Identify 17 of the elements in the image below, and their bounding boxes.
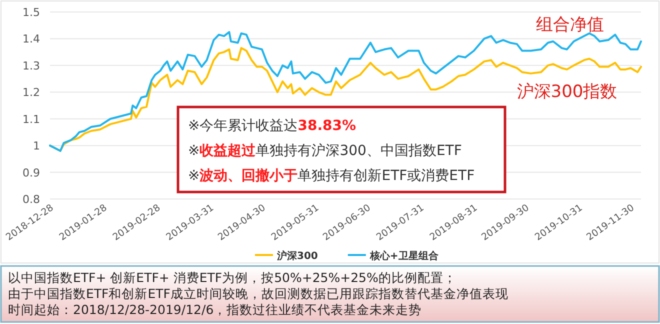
legend-label: 沪深300 [276, 250, 318, 262]
legend-label: 核心+卫星组合 [368, 250, 440, 262]
y-tick-label: 0.9 [22, 166, 40, 180]
y-tick-label: 0.8 [22, 193, 40, 206]
annotation: 组合净值 [536, 15, 604, 35]
y-tick-label: 1.4 [22, 32, 40, 46]
y-tick-label: 1.5 [22, 6, 40, 19]
annotation: ※收益超过单独持有沪深300、中国指数ETF [188, 143, 462, 159]
annotation: 沪深300指数 [516, 82, 618, 102]
y-tick-label: 1 [33, 140, 40, 153]
annotation: ※波动、回撤小于单独持有创新ETF或消费ETF [188, 168, 475, 184]
footnote: 以中国指数ETF+ 创新ETF+ 消费ETF为例，按50%+25%+25%的比例配置； 由于中国指数ETF和创新ETF成立时间较晚，故回测数据已用跟踪指数替代基金净值表现 时间起始：2018/12/28-2019/12/6，指数过往业绩不代表基金未来走势 [0, 265, 660, 323]
y-tick-label: 1.2 [22, 86, 40, 100]
callout: ※今年累计收益达38.83% ※收益超过单独持有沪深300、中国指数ETF ※波动、回撤小于单独持有创新ETF或消费ETF [176, 106, 506, 194]
annotation: ※今年累计收益达38.83% [188, 118, 356, 134]
y-tick-label: 1.1 [22, 112, 40, 126]
y-tick-label: 1.3 [22, 59, 40, 72]
